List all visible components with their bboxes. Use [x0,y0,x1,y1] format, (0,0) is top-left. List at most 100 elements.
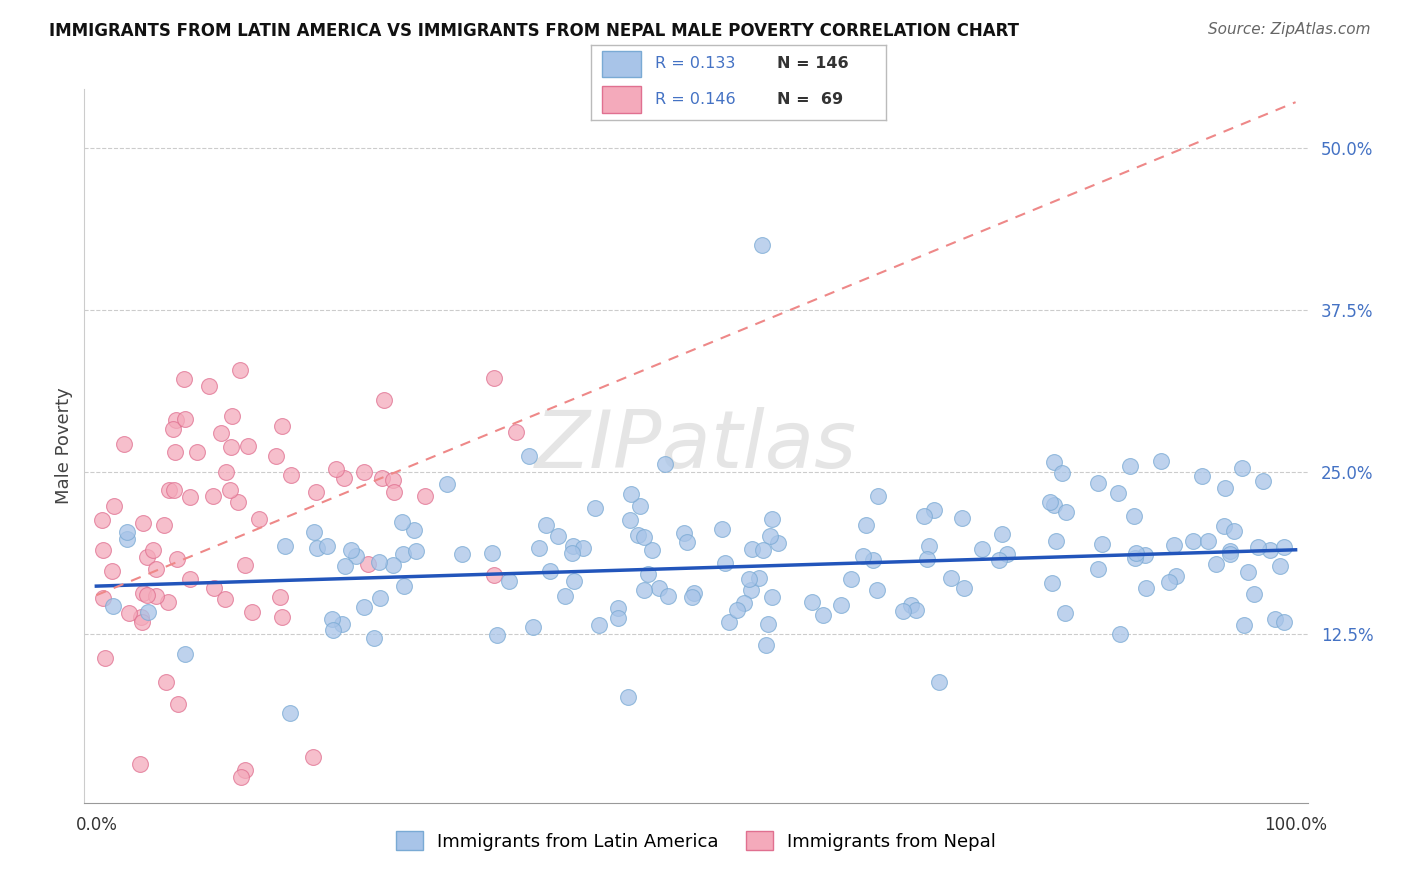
Point [117,532,139,546]
Point [1223,524,1246,538]
Point [912,509,935,524]
Point [118,606,141,620]
Point [1107,486,1129,500]
Point [173,647,195,661]
Point [179,572,201,586]
Point [748,571,770,585]
Point [761,512,783,526]
Point [333,471,356,485]
Y-axis label: Male Poverty: Male Poverty [55,388,73,504]
Point [402,523,425,537]
Point [231,770,253,784]
Point [373,392,395,407]
Point [128,756,150,771]
Point [811,607,834,622]
Point [221,409,243,424]
Point [368,591,391,605]
Point [1197,534,1219,549]
Point [1219,548,1241,562]
Text: R = 0.133: R = 0.133 [655,56,735,71]
Point [391,548,413,562]
Point [165,412,187,426]
Point [305,485,328,500]
Point [654,457,676,471]
Point [641,543,664,558]
Point [620,487,643,501]
Point [1264,612,1286,626]
Point [322,624,344,638]
Point [918,539,941,553]
Point [841,572,863,586]
Point [1123,551,1146,566]
Point [353,465,375,479]
Point [271,610,294,624]
Point [866,582,889,597]
Point [135,549,157,564]
Point [561,546,583,560]
Point [1045,534,1067,549]
Point [240,605,263,619]
Point [1054,606,1077,620]
FancyBboxPatch shape [602,87,641,112]
Point [562,574,585,589]
Point [405,544,427,558]
Point [1251,475,1274,489]
Point [344,549,367,563]
Point [302,525,325,540]
Point [278,706,301,720]
Point [413,489,436,503]
Point [1087,562,1109,576]
Point [101,565,124,579]
Point [330,617,353,632]
Point [112,437,135,451]
Point [800,595,823,609]
Point [1191,469,1213,483]
Point [756,617,779,632]
Point [738,572,761,586]
Point [830,598,852,612]
Point [997,547,1019,561]
Point [751,543,773,558]
Point [202,489,225,503]
Point [547,529,569,543]
Point [485,628,508,642]
Text: N =  69: N = 69 [776,92,842,107]
Point [157,483,180,497]
Point [1247,541,1270,555]
Point [1135,582,1157,596]
Point [91,543,114,558]
Point [167,697,190,711]
Point [990,527,1012,541]
Point [316,539,339,553]
Point [1233,618,1256,632]
Point [1230,461,1253,475]
Point [1237,565,1260,579]
Point [197,378,219,392]
Point [131,615,153,630]
Point [1054,505,1077,519]
Point [522,619,544,633]
Point [1125,546,1147,560]
Point [138,605,160,619]
Point [219,483,242,497]
Point [273,539,295,553]
Point [186,445,208,459]
Point [333,558,356,573]
Point [131,610,153,624]
Point [162,422,184,436]
Point [321,611,343,625]
Text: IMMIGRANTS FROM LATIN AMERICA VS IMMIGRANTS FROM NEPAL MALE POVERTY CORRELATION : IMMIGRANTS FROM LATIN AMERICA VS IMMIGRA… [49,22,1019,40]
Point [236,439,259,453]
Point [498,574,520,589]
Point [633,583,655,598]
Point [1150,454,1173,468]
Point [891,603,914,617]
Point [1164,569,1187,583]
Point [132,516,155,530]
Point [264,449,287,463]
Point [628,499,651,513]
Point [562,539,585,553]
Point [751,238,773,252]
Point [1050,467,1073,481]
Point [209,425,232,440]
